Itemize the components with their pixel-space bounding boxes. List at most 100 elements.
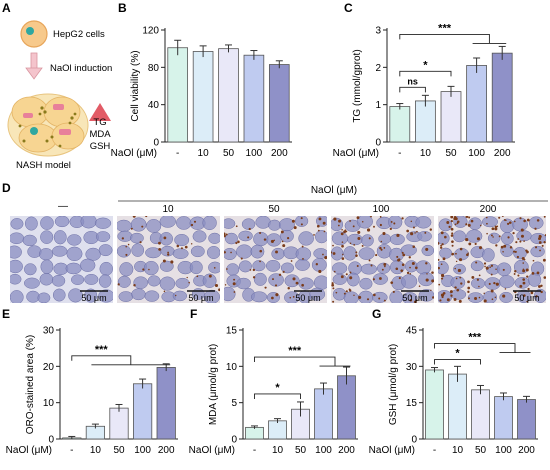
- lipid-droplet: [278, 273, 282, 277]
- cell-nucleus: [388, 216, 403, 230]
- cell-nucleus: [192, 230, 207, 243]
- lipid-droplet: [259, 260, 261, 263]
- lipid-droplet: [425, 262, 428, 265]
- micrograph-cells: [438, 216, 546, 303]
- lipid-droplet: [333, 270, 336, 273]
- lipid-droplet: [264, 286, 267, 289]
- cell-nucleus: [159, 216, 176, 228]
- y-tick-label: 15: [406, 398, 418, 409]
- x-tick-label: 100: [134, 445, 151, 456]
- cell-nucleus: [54, 216, 70, 228]
- lipid-droplet: [465, 238, 469, 242]
- lipid-droplet: [476, 237, 480, 241]
- lipid-droplet: [408, 256, 411, 259]
- lipid-droplet: [379, 246, 382, 250]
- lipid-droplet: [352, 225, 355, 228]
- lipid-droplet: [440, 293, 445, 297]
- cell-nucleus: [130, 217, 147, 232]
- scale-bar-label: 50 μm: [188, 293, 213, 303]
- lipid-droplet: [366, 298, 370, 301]
- lipid-droplet: [414, 232, 416, 234]
- cell-nucleus: [131, 243, 145, 257]
- lipid-droplet: [240, 257, 243, 260]
- cell-nucleus: [343, 291, 359, 303]
- lipid-droplet: [460, 282, 463, 285]
- cell-nucleus: [438, 218, 453, 232]
- lipid-droplet: [520, 228, 524, 232]
- lipid-droplet: [446, 298, 450, 302]
- cell-nucleus: [224, 232, 238, 245]
- cell-nucleus: [481, 216, 498, 228]
- significance-label: *: [455, 348, 460, 360]
- cell-nucleus: [84, 273, 99, 285]
- lipid-droplet: [456, 288, 460, 292]
- bar: [243, 54, 265, 143]
- lipid-droplet: [526, 275, 529, 278]
- x-tick-label: 50: [445, 148, 457, 159]
- lipid-droplet: [383, 299, 386, 302]
- lipid-droplet: [526, 251, 529, 254]
- lipid-droplet: [467, 290, 470, 294]
- significance-bracket: [434, 359, 481, 365]
- cell-nucleus: [131, 288, 146, 301]
- cell-nucleus: [268, 219, 281, 231]
- bar: [491, 52, 513, 143]
- lipid-droplet: [513, 250, 516, 253]
- cell-nucleus: [514, 277, 531, 289]
- cell-nucleus: [98, 274, 112, 288]
- lipid-droplet: [450, 234, 454, 237]
- lipid-droplet: [233, 291, 236, 293]
- lipid-droplet: [323, 230, 326, 233]
- cell-nucleus: [94, 217, 112, 229]
- lipid-droplet: [532, 259, 535, 262]
- lipid-droplet: [543, 276, 546, 279]
- panel-label: C: [344, 1, 353, 15]
- lipid-droplet: [392, 290, 395, 293]
- cell-nucleus: [24, 216, 38, 231]
- cell-nucleus: [159, 260, 174, 272]
- y-tick-label: 2: [375, 63, 381, 74]
- marker-tg: TG: [93, 117, 106, 128]
- lipid-droplet: [361, 244, 364, 247]
- lipid-droplet: [213, 266, 216, 269]
- cell-nucleus: [417, 230, 432, 242]
- lipid-droplet: [353, 294, 355, 297]
- significance-bracket: [254, 356, 336, 367]
- lipid-droplet: [381, 268, 384, 271]
- cell-nucleus: [236, 277, 251, 290]
- micrograph-cells: [10, 216, 113, 303]
- lipid-droplet: [498, 235, 501, 238]
- lipid-droplet: [186, 276, 188, 279]
- lipid-droplet: [488, 282, 491, 285]
- lipid-droplet: [504, 288, 507, 290]
- lipid-droplet: [214, 283, 219, 288]
- lipid-droplet: [467, 280, 470, 284]
- significance-bracket: [399, 33, 490, 44]
- cell-nucleus: [10, 259, 23, 274]
- lipid-droplet: [341, 228, 343, 231]
- lipid-droplet: [167, 251, 170, 254]
- significance-label: *: [423, 59, 428, 71]
- lipid-droplet: [357, 230, 361, 234]
- y-tick-label: 10: [43, 398, 55, 409]
- x-tick-label: -: [398, 148, 401, 159]
- lipid-droplet: [409, 266, 411, 269]
- lipid-droplet: [451, 240, 454, 244]
- bar: [440, 91, 462, 143]
- lipid-droplet: [292, 277, 296, 281]
- lipid-droplet: [459, 247, 463, 251]
- cell-nucleus: [10, 218, 24, 230]
- lipid-droplet: [430, 289, 432, 292]
- cell-nucleus: [415, 260, 432, 275]
- y-axis-label: MDA (μmol/g prot): [208, 344, 219, 425]
- lipid-droplet: [457, 268, 461, 273]
- lipid-droplet: [455, 252, 457, 255]
- significance-bracket: [71, 355, 132, 365]
- cell-nucleus: [487, 232, 501, 244]
- lipid-droplet: [401, 263, 405, 267]
- bar: [192, 51, 214, 143]
- lipid-droplet: [494, 296, 497, 299]
- scale-bar-label: 50 μm: [295, 293, 320, 303]
- lipid-droplet: [125, 245, 127, 248]
- lipid-droplet: [224, 234, 226, 238]
